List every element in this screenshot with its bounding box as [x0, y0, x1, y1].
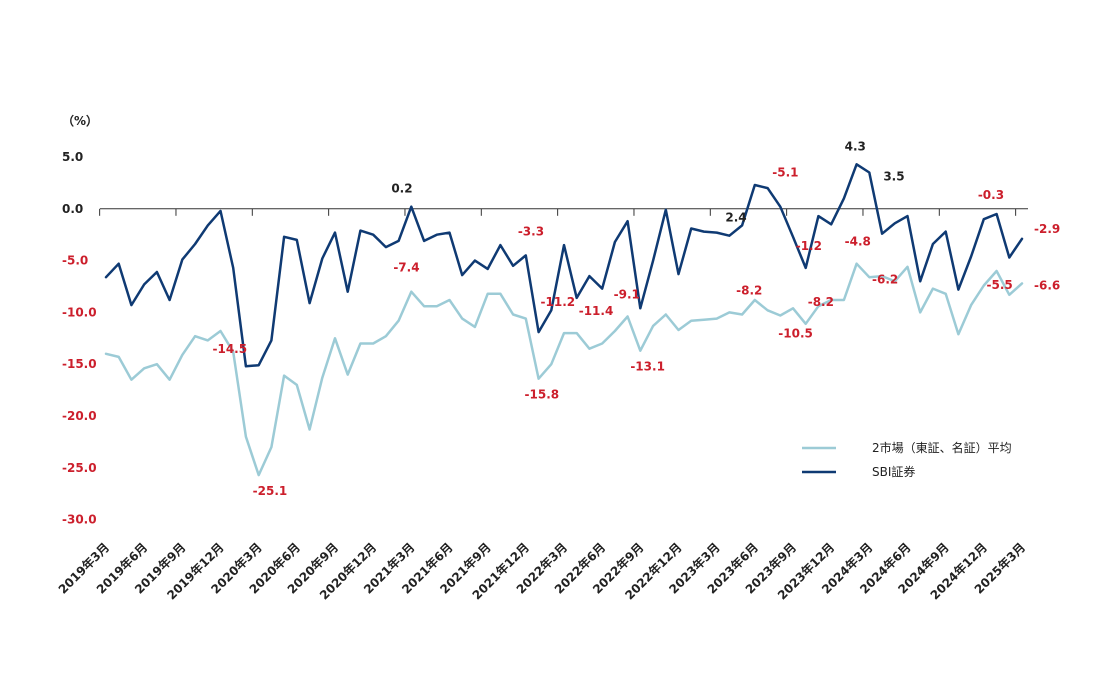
- legend-label: 2市場（東証、名証）平均: [872, 440, 1012, 455]
- data-label: -5.1: [772, 166, 798, 180]
- x-axis-ticks: 2019年3月2019年6月2019年9月2019年12月2020年3月2020…: [55, 208, 1028, 603]
- y-tick-label: 5.0: [62, 150, 83, 164]
- legend: 2市場（東証、名証）平均 SBI証券: [802, 440, 1012, 479]
- data-label: -0.3: [978, 188, 1004, 202]
- y-tick-label: -25.0: [62, 461, 97, 475]
- data-label: -11.2: [541, 295, 576, 309]
- data-label: 2.4: [725, 211, 746, 225]
- data-label: -3.3: [518, 224, 544, 238]
- data-label: -5.5: [987, 278, 1013, 292]
- data-label: -4.8: [845, 235, 871, 249]
- y-tick-label: -5.0: [62, 254, 88, 268]
- y-tick-label: 0.0: [62, 202, 83, 216]
- legend-label: SBI証券: [872, 464, 915, 479]
- data-labels: -14.5 -25.1 -7.4 -15.8 -11.4-9.1 -13.1 -8.2 -10…: [213, 139, 1061, 498]
- series-line: [104, 262, 1024, 477]
- data-label: -1.2: [796, 239, 822, 253]
- y-axis-label: （%）: [62, 113, 98, 128]
- data-label: -6.6: [1034, 278, 1060, 292]
- data-label: -8.2: [736, 283, 762, 297]
- data-label: -14.5: [213, 342, 248, 356]
- data-label: -8.2: [808, 295, 834, 309]
- series-lines: [104, 163, 1024, 477]
- data-label: -2.9: [1034, 222, 1060, 236]
- y-tick-label: -15.0: [62, 357, 97, 371]
- data-label: -13.1: [630, 360, 665, 374]
- data-label: 4.3: [845, 139, 866, 153]
- data-label: 0.2: [391, 182, 412, 196]
- data-label: 3.5: [883, 170, 904, 184]
- y-tick-label: -30.0: [62, 513, 97, 527]
- y-tick-label: -20.0: [62, 409, 97, 423]
- series-line: [104, 163, 1024, 368]
- data-label: -15.8: [525, 388, 560, 402]
- data-label: -9.1: [614, 288, 640, 302]
- data-label: -10.5: [778, 327, 813, 341]
- data-label: -6.2: [872, 273, 898, 287]
- data-label: -25.1: [253, 484, 288, 498]
- y-tick-label: -10.0: [62, 305, 97, 319]
- y-axis: 5.0 0.0 -5.0 -10.0 -15.0 -20.0 -25.0 -30.0: [62, 150, 97, 527]
- data-label: -7.4: [393, 261, 419, 275]
- data-label: -11.4: [579, 304, 614, 318]
